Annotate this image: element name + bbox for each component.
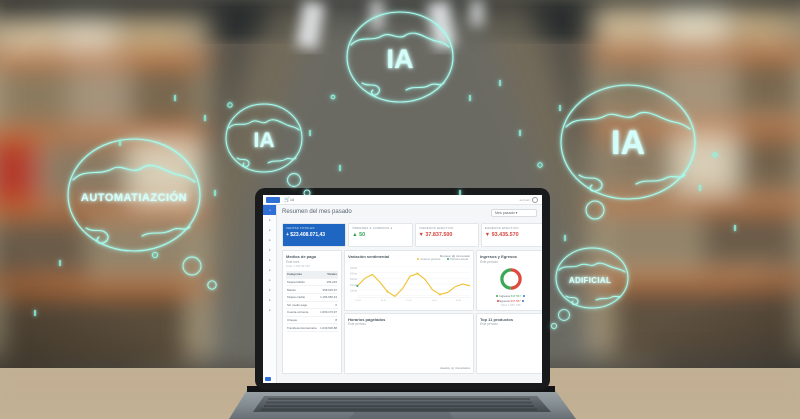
- svg-text:500rds: 500rds: [350, 267, 358, 270]
- svg-text:AUTOMATIAZCIÓN: AUTOMATIAZCIÓN: [81, 191, 187, 204]
- svg-text:01-01: 01-01: [356, 300, 362, 302]
- svg-text:400rds: 400rds: [350, 272, 358, 275]
- svg-text:05-01: 05-01: [381, 300, 387, 302]
- svg-text:IA: IA: [611, 124, 645, 162]
- svg-text:300rds: 300rds: [350, 278, 358, 281]
- svg-text:15-01: 15-01: [432, 300, 438, 302]
- svg-text:IA: IA: [387, 44, 414, 74]
- svg-text:10-01: 10-01: [406, 300, 412, 302]
- svg-text:20-01: 20-01: [456, 300, 462, 302]
- svg-text:ADIFICIAL: ADIFICIAL: [569, 276, 611, 285]
- svg-text:IA: IA: [254, 129, 275, 152]
- svg-text:100rds: 100rds: [350, 290, 358, 293]
